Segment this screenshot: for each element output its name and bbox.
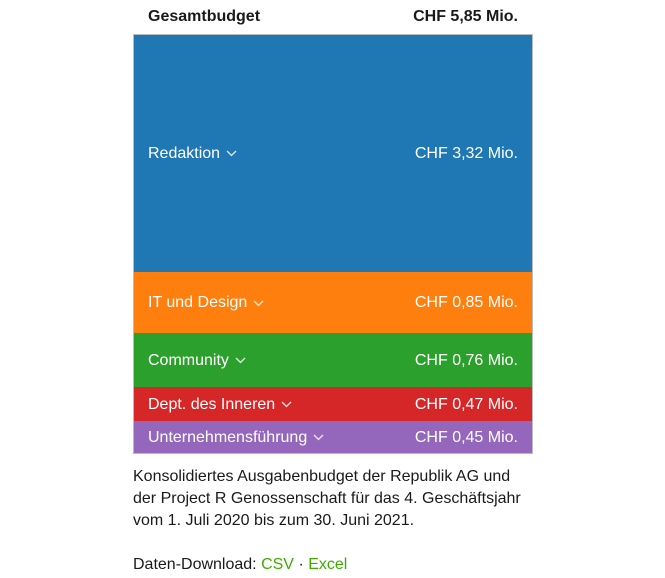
caption-line-3: vom 1. Juli 2020 bis zum 30. Juni 2021. — [133, 512, 415, 529]
budget-chart: Gesamtbudget CHF 5,85 Mio. Redaktion CHF … — [133, 0, 533, 454]
treemap-blocks: Redaktion CHF 3,32 Mio. IT und Design CHF 0… — [133, 34, 533, 454]
category-name: Redaktion — [148, 144, 221, 162]
total-value: CHF 5,85 Mio. — [413, 8, 518, 25]
chevron-down-icon — [281, 401, 292, 408]
chevron-down-icon — [253, 300, 264, 307]
block-label: Redaktion — [148, 145, 237, 163]
csv-download-link[interactable]: CSV — [261, 556, 294, 573]
category-value: CHF 0,45 Mio. — [414, 428, 518, 446]
category-value: CHF 3,32 Mio. — [414, 144, 518, 162]
treemap-block-it-und-design[interactable]: IT und Design CHF 0,85 Mio. — [134, 272, 532, 333]
data-download: Daten-Download: CSV · Excel — [133, 556, 347, 574]
category-name: IT und Design — [148, 294, 248, 311]
block-label: Dept. des Inneren — [148, 396, 292, 414]
caption-line-2: der Project R Genossenschaft für das 4. … — [133, 490, 521, 507]
category-name: Unternehmensführung — [148, 428, 308, 446]
total-label: Gesamtbudget — [148, 8, 261, 25]
chevron-down-icon — [313, 434, 324, 441]
category-name: Community — [148, 351, 229, 369]
category-value: CHF 0,47 Mio. — [414, 395, 518, 413]
treemap-block-community[interactable]: Community CHF 0,76 Mio. — [134, 333, 532, 387]
category-name: Dept. des Inneren — [148, 395, 276, 413]
category-value: CHF 0,76 Mio. — [414, 351, 518, 369]
treemap-block-redaktion[interactable]: Redaktion CHF 3,32 Mio. — [134, 35, 532, 272]
chart-caption: Konsolidiertes Ausgabenbudget der Republ… — [133, 466, 533, 532]
total-row: Gesamtbudget CHF 5,85 Mio. — [133, 0, 533, 34]
chevron-down-icon — [226, 150, 237, 157]
chevron-down-icon — [235, 357, 246, 364]
download-label: Daten-Download: — [133, 556, 257, 573]
caption-line-1: Konsolidiertes Ausgabenbudget der Republ… — [133, 468, 511, 485]
block-label: Community — [148, 352, 246, 370]
download-separator: · — [298, 556, 304, 573]
block-label: Unternehmensführung — [148, 429, 324, 447]
excel-download-link[interactable]: Excel — [308, 556, 348, 573]
block-label: IT und Design — [148, 294, 264, 312]
category-value: CHF 0,85 Mio. — [414, 294, 518, 311]
treemap-block-unternehmensfuehrung[interactable]: Unternehmensführung CHF 0,45 Mio. — [134, 421, 532, 453]
treemap-block-dept-des-inneren[interactable]: Dept. des Inneren CHF 0,47 Mio. — [134, 387, 532, 421]
